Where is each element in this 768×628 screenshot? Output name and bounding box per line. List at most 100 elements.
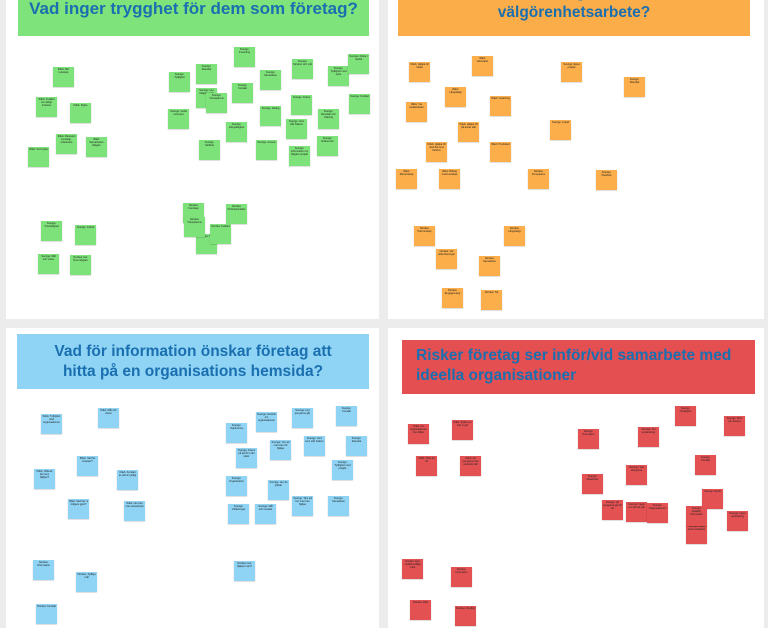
sticky-note[interactable]: Nordea: Engagemang bbox=[442, 288, 463, 308]
sticky-note[interactable]: IKEA: Risk att fel bbox=[416, 456, 437, 476]
sticky-note[interactable]: Sverige: Resultat och mätning bbox=[318, 109, 339, 129]
sticky-note[interactable]: Sverige: Kontakt bbox=[232, 83, 253, 103]
sticky-note[interactable]: Sverige: Rykte i media bbox=[348, 54, 369, 74]
sticky-note[interactable]: Sverige: Insamling bbox=[234, 47, 255, 67]
sticky-note[interactable]: Sverige: Lokalt bbox=[550, 120, 571, 140]
sticky-note[interactable]: Sverige: Vem står bakom bbox=[286, 119, 307, 139]
sticky-note[interactable]: IKEA: Via medarbetare bbox=[406, 102, 427, 122]
sticky-note[interactable]: Sverige: Transparens bbox=[206, 93, 227, 113]
sticky-note[interactable]: Sverige: Om att man kan vill hjälpa bbox=[270, 440, 291, 460]
sticky-note[interactable]: IKEA: Rykte om vad vi gör bbox=[452, 420, 473, 440]
sticky-note[interactable]: IKEA: Min kunskap bbox=[53, 67, 74, 87]
sticky-note[interactable]: Sverige: Inblick bbox=[75, 225, 96, 245]
sticky-note[interactable]: Sverige: Historik om organisationen bbox=[256, 412, 277, 432]
sticky-note[interactable]: Sverige: Spelmerna bbox=[226, 423, 247, 443]
sticky-note[interactable]: Sverige: Tydlighet bbox=[169, 72, 190, 92]
sticky-note[interactable]: IKEA: Hjälpa till på annat sätt bbox=[458, 122, 479, 142]
sticky-note[interactable]: Sverige: Trovärdighet bbox=[41, 221, 62, 241]
sticky-note[interactable]: Sverige: Otydlighet bbox=[675, 406, 696, 426]
sticky-note[interactable]: IKEA: Vad har ni tidigare gjort? bbox=[68, 499, 89, 519]
sticky-note[interactable]: IKEA: Mentorskap bbox=[396, 169, 417, 189]
sticky-note[interactable]: Sverige: Struktur och mål bbox=[292, 59, 313, 79]
sticky-note[interactable]: IKEA: Volontärer bbox=[472, 56, 493, 76]
sticky-note[interactable]: Sverige: Egna projekt bbox=[561, 62, 582, 82]
sticky-note[interactable]: Sverige: Tips på hur man kan hjälpa bbox=[292, 496, 313, 516]
sticky-note[interactable]: IKEA: Rykte bbox=[70, 103, 91, 123]
sticky-note[interactable]: IKEA: Mål och vision bbox=[98, 408, 119, 428]
sticky-note[interactable]: Sverige: Tydlighet med syfte bbox=[328, 66, 349, 86]
sticky-note[interactable]: Sverige: Hur de jobbar bbox=[268, 480, 289, 500]
sticky-note[interactable]: Sverige: Korruption bbox=[578, 429, 599, 449]
sticky-note[interactable]: Sverige: Kontakt bbox=[695, 455, 716, 475]
sticky-note[interactable]: Nordea: Samarbete bbox=[479, 256, 500, 276]
sticky-note[interactable]: Sverige: Resultat bbox=[624, 77, 645, 97]
sticky-note[interactable]: IKEA: Gott rykte bbox=[28, 147, 49, 167]
sticky-note[interactable]: Sverige: Fel användning bbox=[638, 427, 659, 447]
sticky-note[interactable]: Sverige: Flexibelt bbox=[596, 170, 617, 190]
sticky-note[interactable]: Sverige: Goda exempel bbox=[168, 109, 189, 129]
sticky-note[interactable]: Nordea: Kan medföra dåligt rykte bbox=[402, 559, 423, 579]
sticky-note[interactable]: Sverige: Vad ska göras bbox=[626, 465, 647, 485]
sticky-note[interactable]: Nordea: Risk bbox=[410, 600, 431, 620]
sticky-note[interactable]: Sverige: Rykte bbox=[702, 489, 723, 509]
sticky-note[interactable]: Sverige: Mål och vision bbox=[38, 254, 59, 274]
sticky-note[interactable]: Sverige: Värderingar bbox=[228, 504, 249, 524]
sticky-note[interactable]: Sverige: Dialog bbox=[260, 106, 281, 126]
sticky-note[interactable]: Sverige: Organisation bbox=[226, 476, 247, 496]
sticky-note[interactable]: IKEA: Att pengarna inte används rätt bbox=[460, 456, 481, 476]
sticky-note[interactable]: IKEA: Långsiktigt bbox=[445, 87, 466, 107]
sticky-note[interactable]: Sverige: Fokus bbox=[291, 95, 312, 115]
sticky-note[interactable]: Nordea: Tid bbox=[481, 290, 502, 310]
sticky-note[interactable]: Nordea: Långsiktigt bbox=[504, 226, 525, 246]
sticky-note[interactable]: Nordea: Kontakt bbox=[36, 604, 57, 624]
sticky-note[interactable]: Nordea: Transparens bbox=[184, 217, 205, 237]
sticky-note[interactable]: Sverige: Att pengarna går till fel bbox=[602, 500, 623, 520]
sticky-note[interactable]: Nordea: Hur hjälper man? bbox=[234, 561, 255, 581]
sticky-note[interactable]: Sverige: Information om tidigare projekt bbox=[289, 146, 310, 166]
sticky-note[interactable]: IKEA: Kontakt av allt är tydligt bbox=[117, 470, 138, 490]
sticky-note[interactable]: Nordea: Kvalitet bbox=[210, 224, 231, 244]
sticky-note[interactable]: IKEA: Samarbeten tidigare bbox=[86, 137, 107, 157]
sticky-note[interactable]: IKEA: Vad för insatser? bbox=[77, 456, 98, 476]
sticky-note[interactable]: IKEA: Att organisationen inte håller bbox=[408, 424, 429, 444]
sticky-note[interactable]: Sverige: Mål och resultat bbox=[255, 504, 276, 524]
sticky-note[interactable]: Sverige: Felaktig information bbox=[686, 506, 707, 526]
sticky-note[interactable]: Sverige: Resultat bbox=[196, 64, 217, 84]
sticky-note[interactable]: Nordea: Korruption bbox=[451, 567, 472, 587]
sticky-note[interactable]: Sverige: Samarbete bbox=[328, 496, 349, 516]
sticky-note[interactable]: Sverige: Erfarenhet bbox=[317, 136, 338, 156]
sticky-note[interactable]: IKEA: Produkter bbox=[490, 142, 511, 162]
sticky-note[interactable]: Nordea: Partnerskap bbox=[414, 226, 435, 246]
sticky-note[interactable]: Sverige: Kontakt bbox=[336, 406, 357, 426]
sticky-note[interactable]: Nordea: Kompetens bbox=[528, 169, 549, 189]
sticky-note[interactable]: Sverige: Långsiktighet bbox=[226, 122, 247, 142]
sticky-note[interactable]: Sverige: Oklarheter bbox=[582, 474, 603, 494]
sticky-note[interactable]: IKEA: Kvalitet om viktigt intresse bbox=[36, 97, 57, 117]
sticky-note[interactable]: Nordea: Professionalitet bbox=[226, 204, 247, 224]
sticky-note[interactable]: Sverige: Ansvar bbox=[256, 140, 277, 160]
sticky-note[interactable]: Sverige: Dålig kommunikation bbox=[686, 524, 707, 544]
sticky-note[interactable]: IKEA: Hur kan man samarbeta bbox=[124, 501, 145, 521]
sticky-note[interactable]: Sverige: Vem som står bakom bbox=[304, 436, 325, 456]
sticky-note[interactable]: Sverige: Brist på resultat bbox=[724, 416, 745, 436]
sticky-note[interactable]: Sverige: Tydlighet med projekt bbox=[332, 460, 353, 480]
sticky-note[interactable]: Nordea: Via olika lösningar bbox=[436, 249, 457, 269]
sticky-note[interactable]: IKEA: Hjälpa till med det som behövs bbox=[426, 142, 447, 162]
sticky-note[interactable]: IKEA: Insamling bbox=[490, 96, 511, 116]
sticky-note[interactable]: IKEA: Tydlighet med organisationen bbox=[41, 414, 62, 434]
sticky-note[interactable]: Nordea: Information bbox=[33, 560, 54, 580]
sticky-note[interactable]: Sverige: Samarbete bbox=[260, 70, 281, 90]
sticky-note[interactable]: Sverige: Kvalitet bbox=[349, 94, 370, 114]
sticky-note[interactable]: Sverige: Fokus på att få in fler ideér bbox=[236, 448, 257, 468]
sticky-note[interactable]: Sverige: Stolthet bbox=[199, 140, 220, 160]
sticky-note[interactable]: Sverige: Organisationen bbox=[647, 503, 668, 523]
sticky-note[interactable]: Sverige: Resultat bbox=[346, 436, 367, 456]
sticky-note[interactable]: Sverige: Hur pengarna går bbox=[292, 408, 313, 428]
sticky-note[interactable]: IKEA: Hjälpa till lokalt bbox=[409, 62, 430, 82]
sticky-note[interactable]: Nordea: Tydliga mål bbox=[76, 572, 97, 592]
sticky-note[interactable]: IKEA: Relevant kunskap, erfarenhet bbox=[56, 134, 77, 154]
sticky-note[interactable]: IKEA: Vilka är det som hjälper? bbox=[34, 469, 55, 489]
sticky-note[interactable]: Nordea: Hur finns tidigare bbox=[70, 255, 91, 275]
sticky-note[interactable]: IKEA: Bidrag med kunskap bbox=[439, 169, 460, 189]
sticky-note[interactable]: Sverige: Ingen vet vart de går bbox=[626, 502, 647, 522]
